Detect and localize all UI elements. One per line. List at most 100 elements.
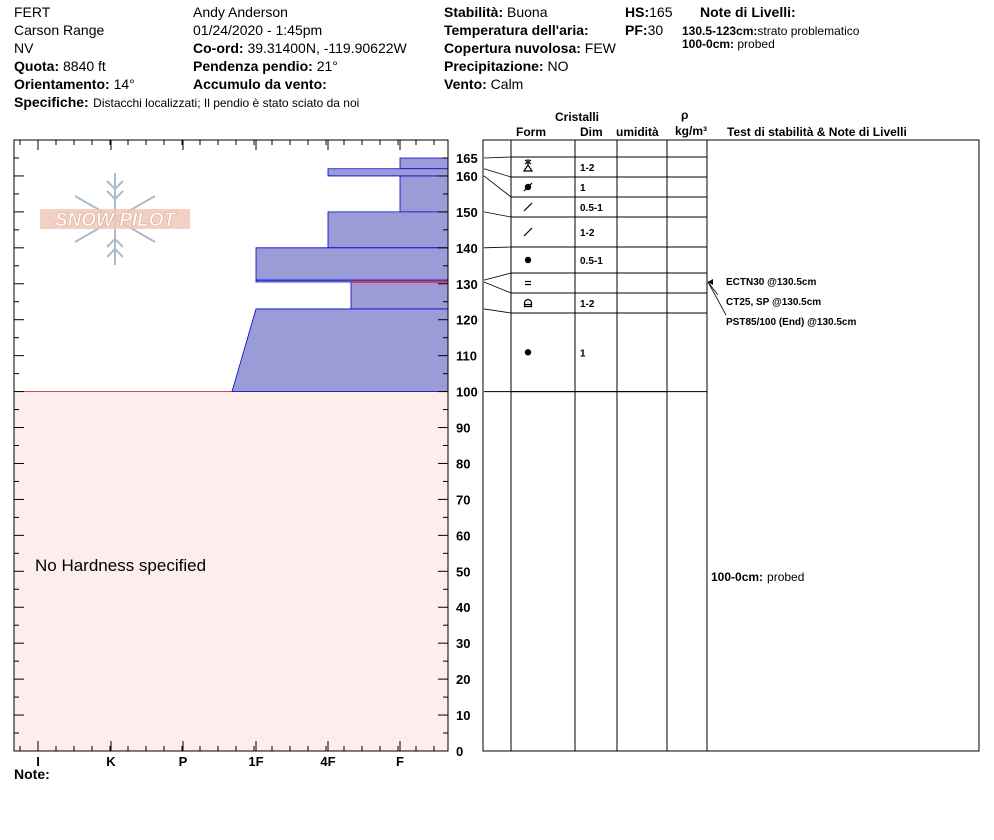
observer: Andy Anderson [193, 4, 288, 20]
depth-connector [483, 272, 512, 281]
depth-label: 30 [456, 636, 470, 651]
hardness-layer [327, 168, 449, 177]
depth-label: 100 [456, 385, 478, 400]
stability: Stabilità: Buona [444, 5, 548, 19]
rounded-grain-icon [524, 256, 532, 264]
layer-notes-title: Note di Livelli: [700, 4, 796, 20]
no-hardness-text: No Hardness specified [35, 556, 206, 575]
elevation-label: Quota: [14, 58, 60, 74]
crystal-row: 1-2 [523, 298, 595, 310]
hardness-layer [350, 281, 449, 310]
depth-connector [483, 211, 512, 218]
cloud-cover: Copertura nuvolosa: FEW [444, 41, 616, 55]
hardness-layer [327, 211, 449, 249]
layer-note-1: 130.5-123cm:strato problematico [682, 25, 859, 37]
depth-connector [483, 175, 512, 198]
graupel-icon [522, 163, 534, 172]
density-unit-header: kg/m³ [675, 124, 708, 138]
aspect-value: 14° [113, 76, 135, 92]
graupel-icon [524, 159, 532, 165]
test-connector [707, 281, 727, 316]
wind: Vento: Calm [444, 77, 523, 91]
range-name: Carson Range [14, 22, 105, 38]
melt-form-icon [523, 202, 533, 212]
stability-label: Stabilità: [444, 4, 504, 20]
stability-test: PST85/100 (End) @130.5cm [726, 317, 856, 328]
pf-label: PF: [625, 22, 648, 38]
depth-axis: 0 10 20 30 40 50 60 70 80 90 100 110 120 130 140 150 160… [14, 151, 478, 759]
hardness-label: K [106, 754, 116, 769]
datetime: 01/24/2020 - 1:45pm [193, 22, 323, 38]
depth-connector [483, 308, 512, 314]
hardness-layer [399, 175, 449, 213]
melt-form-icon [523, 227, 533, 237]
depth-label: 110 [456, 349, 477, 364]
hs: HS:165 [625, 5, 672, 19]
coord-label: Co-ord: [193, 40, 244, 56]
faceted-crystal-icon [523, 298, 533, 308]
depth-label: 150 [456, 205, 478, 220]
depth-connector [483, 156, 512, 159]
probed-note-text: probed [767, 570, 804, 584]
layer-note-2-text: probed [737, 37, 775, 51]
logo-text: SNOW PILOT [55, 210, 177, 231]
slope: Pendenza pendio: 21° [193, 59, 338, 73]
wind-value: Calm [490, 76, 524, 92]
crystal-row: 1 [524, 348, 586, 359]
pf-value: 30 [647, 22, 664, 38]
precip-label: Precipitazione: [444, 58, 544, 74]
hardness-label: 4F [320, 754, 335, 769]
crystal-row [525, 280, 531, 286]
notes-label: Note: [14, 766, 50, 782]
cloud-value: FEW [584, 40, 616, 56]
probed-note-range: 100-0cm: [711, 570, 763, 584]
wind-label: Vento: [444, 76, 487, 92]
depth-label: 130 [456, 277, 478, 292]
hardness-label: 1F [248, 754, 263, 769]
precipitation: Precipitazione: NO [444, 59, 568, 73]
crystal-size: 1-2 [580, 228, 595, 239]
hardness-label: F [396, 754, 404, 769]
snowpilot-logo: SNOW PILOT [40, 173, 190, 265]
specifics: Specifiche: Distacchi localizzati; Il pe… [14, 95, 359, 111]
hs-label: HS: [625, 4, 650, 20]
coord-value: 39.31400N, -119.90622W [247, 40, 407, 56]
depth-connector [483, 281, 512, 294]
site-name: FERT [14, 4, 51, 20]
crystal-size: 0.5-1 [580, 256, 603, 267]
rounded-grain-icon [524, 349, 532, 356]
rho-header: ρ [681, 108, 689, 122]
depth-label: 70 [456, 492, 470, 507]
stability-test: CT25, SP @130.5cm [726, 297, 821, 308]
crystals-header: Cristalli [555, 110, 600, 124]
tests-header: Test di stabilità & Note di Livelli [727, 125, 907, 139]
hardness-label: I [36, 754, 40, 769]
depth-label: 10 [456, 708, 470, 723]
hardness-ticks: I K P 1F 4F F [19, 140, 435, 769]
crystal-row: 0.5-1 [523, 202, 603, 214]
layer-note-1-text: strato problematico [757, 24, 860, 38]
depth-label: 20 [456, 672, 470, 687]
cloud-label: Copertura nuvolosa: [444, 40, 581, 56]
depth-label: 80 [456, 456, 470, 471]
state-name: NV [14, 40, 34, 56]
precip-value: NO [547, 58, 569, 74]
table-frame [482, 139, 980, 752]
depth-label: 90 [456, 421, 470, 436]
hardness-layer [231, 308, 449, 392]
test-connector [707, 281, 719, 296]
pf: PF:30 [625, 23, 663, 37]
depth-connector [483, 246, 512, 249]
layer-note-2: 100-0cm: probed [682, 38, 775, 50]
crystal-row: 1-2 [523, 227, 595, 239]
crystal-row: 1-2 [522, 159, 595, 174]
depth-connector [483, 168, 512, 178]
depth-label: 0 [456, 744, 463, 759]
hardness-layer [255, 247, 449, 281]
crystal-row: 0.5-1 [524, 256, 603, 267]
layer-note-2-range: 100-0cm: [682, 37, 735, 51]
layer-note-1-range: 130.5-123cm: [682, 24, 758, 38]
crystal-size: 1 [580, 183, 586, 194]
depth-label: 140 [456, 241, 478, 256]
